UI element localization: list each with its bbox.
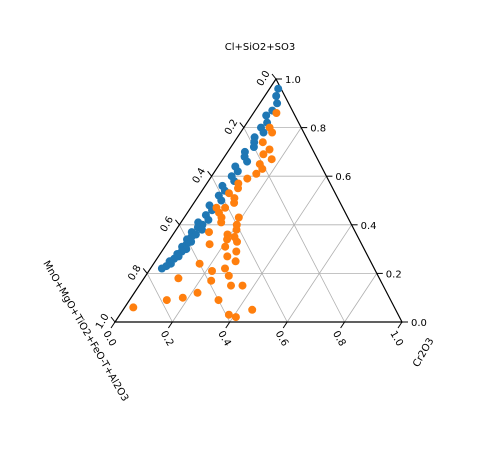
series-2-point: [193, 288, 202, 297]
series-2-point: [212, 203, 221, 212]
tick-left: [239, 122, 245, 128]
series-2-point: [205, 228, 213, 237]
series-1-point: [249, 143, 258, 151]
series-2-point: [265, 145, 274, 154]
series-1-point: [243, 157, 252, 166]
tick-label-bottom: 0.6: [273, 329, 290, 348]
series-2-point: [252, 169, 261, 178]
tick-label-left: 0.8: [126, 263, 143, 282]
series-2-point: [234, 184, 242, 193]
tick-label-bottom: 0.2: [158, 329, 175, 348]
grid-line-right: [229, 175, 327, 323]
tick-marks: 0.00.20.40.60.81.00.00.20.40.60.81.00.0 0…: [94, 69, 427, 348]
tick-bottom: [340, 321, 346, 329]
tick-label-left: 1.0: [94, 312, 111, 331]
tick-bottom: [282, 321, 288, 329]
series-2-point: [258, 164, 267, 173]
series-2-point: [221, 203, 230, 212]
tick-left: [207, 170, 212, 177]
series-2-point: [238, 281, 247, 290]
series-2-point: [217, 218, 226, 227]
series-1-point: [198, 225, 206, 234]
series-2-point: [232, 247, 241, 256]
data-points: [129, 84, 283, 322]
series-2-point: [205, 240, 214, 249]
tick-bottom: [167, 321, 173, 329]
grid-line-right: [286, 224, 352, 323]
tick-label-left: 0.0: [255, 69, 272, 88]
series-2-point: [207, 276, 216, 285]
series-1-point: [272, 92, 281, 100]
series-1-point: [259, 128, 268, 137]
tick-label-left: 0.4: [191, 166, 208, 185]
axis-label-left: MnO+MgO+TiO2+FeO-T+Al2O3: [40, 259, 130, 404]
series-2-point: [268, 128, 277, 137]
tick-bottom: [397, 321, 403, 329]
grid-line-left: [146, 273, 173, 323]
tick-left: [110, 316, 116, 323]
tick-label-right: 1.0: [285, 75, 301, 86]
series-2-point: [259, 150, 268, 159]
series-2-point: [223, 235, 232, 244]
series-1-point: [233, 167, 242, 176]
axis-label-top: Cl+SiO2+SO3: [225, 42, 295, 53]
series-1-point: [273, 99, 282, 108]
series-2-point: [225, 189, 233, 198]
tick-label-left: 0.6: [159, 215, 176, 234]
axis-label-right: Cr2O3: [411, 336, 436, 369]
series-2-point: [221, 242, 230, 251]
series-2-point: [227, 281, 235, 290]
series-2-point: [224, 310, 233, 319]
tick-label-left: 0.2: [223, 118, 240, 137]
grid-lines: [146, 127, 378, 323]
tick-label-bottom: 0.4: [215, 329, 232, 348]
series-2-point: [258, 138, 267, 147]
series-2-point: [232, 225, 241, 234]
series-2-point: [208, 267, 216, 275]
tick-label-right: 0.0: [411, 318, 427, 329]
series-2-point: [231, 313, 240, 322]
series-2-point: [272, 109, 281, 117]
series-2-point: [129, 303, 138, 312]
series-1-point: [262, 111, 271, 120]
series-2-point: [223, 252, 232, 261]
triangle-frame: [113, 77, 403, 323]
series-2-point: [221, 264, 229, 273]
series-2-point: [243, 174, 252, 183]
tick-label-right: 0.2: [386, 269, 402, 280]
tick-label-right: 0.8: [310, 124, 326, 135]
tick-left: [271, 73, 277, 80]
series-2-point: [195, 259, 204, 268]
tick-left: [142, 268, 148, 274]
series-2-point: [178, 293, 187, 302]
series-2-point: [267, 155, 276, 164]
series-1-point: [157, 264, 166, 273]
series-2-point: [224, 271, 233, 280]
tick-label-bottom: 1.0: [387, 329, 404, 348]
series-2-point: [162, 296, 171, 305]
tick-label-bottom: 0.0: [100, 329, 117, 348]
tick-label-right: 0.4: [361, 221, 377, 232]
series-2-point: [230, 198, 239, 207]
tick-label-right: 0.6: [335, 172, 351, 183]
grid-line-right: [344, 273, 378, 323]
series-2-point: [231, 257, 240, 266]
tick-left: [175, 219, 180, 226]
series-1-point: [204, 215, 213, 224]
series-2-point: [174, 274, 183, 283]
series-2-point: [234, 213, 243, 222]
tick-bottom: [110, 321, 116, 329]
tick-bottom: [225, 321, 231, 329]
series-2-point: [248, 305, 257, 314]
tick-label-bottom: 0.8: [330, 329, 347, 348]
series-1-point: [217, 196, 226, 205]
series-1-point: [274, 84, 283, 93]
series-2-point: [233, 237, 241, 246]
series-2-point: [214, 296, 223, 305]
